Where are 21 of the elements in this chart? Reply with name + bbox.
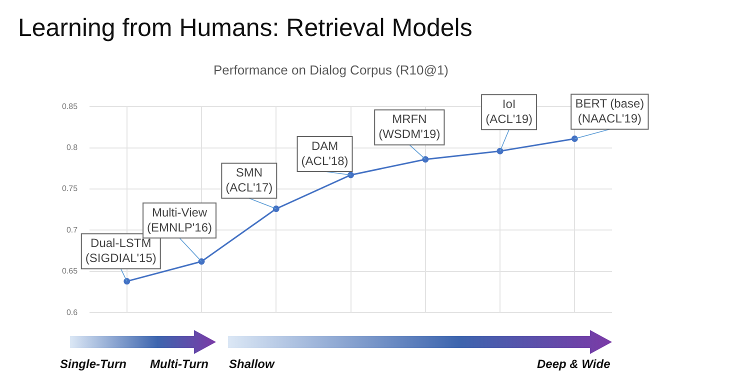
point [348, 172, 354, 178]
point [571, 135, 578, 142]
annotation: BERT (base) (NAACL'19) [575, 96, 644, 126]
annotation: Dual-LSTM (SIGDIAL'15) [85, 236, 156, 266]
y-tick-label: 0.7 [66, 225, 78, 234]
y-tick-label: 0.75 [62, 184, 78, 194]
text: Multi-Turn [150, 357, 208, 371]
y-tick-label: 0.65 [62, 266, 78, 276]
y-tick-label: 0.6 [66, 308, 78, 317]
annotation: MRFN (WSDM'19) [378, 112, 440, 142]
annotation: Multi-View (EMNLP'16) [147, 205, 212, 234]
annotation: SMN (ACL'17) [226, 166, 273, 195]
y-tick-label: 0.8 [66, 143, 78, 152]
y-tick-label: 0.85 [62, 102, 78, 111]
chart-title: Learning from Humans: Retrieval Models [18, 14, 472, 43]
chart-subtitle: Performance on Dialog Corpus (R10@1) [213, 62, 449, 78]
annotation: DAM (ACL'18) [301, 138, 348, 168]
text: Single-Turn [60, 357, 126, 371]
annotation: IoI (ACL'19) [486, 96, 533, 126]
text: Deep & Wide [537, 357, 610, 371]
text: Shallow [229, 357, 274, 371]
